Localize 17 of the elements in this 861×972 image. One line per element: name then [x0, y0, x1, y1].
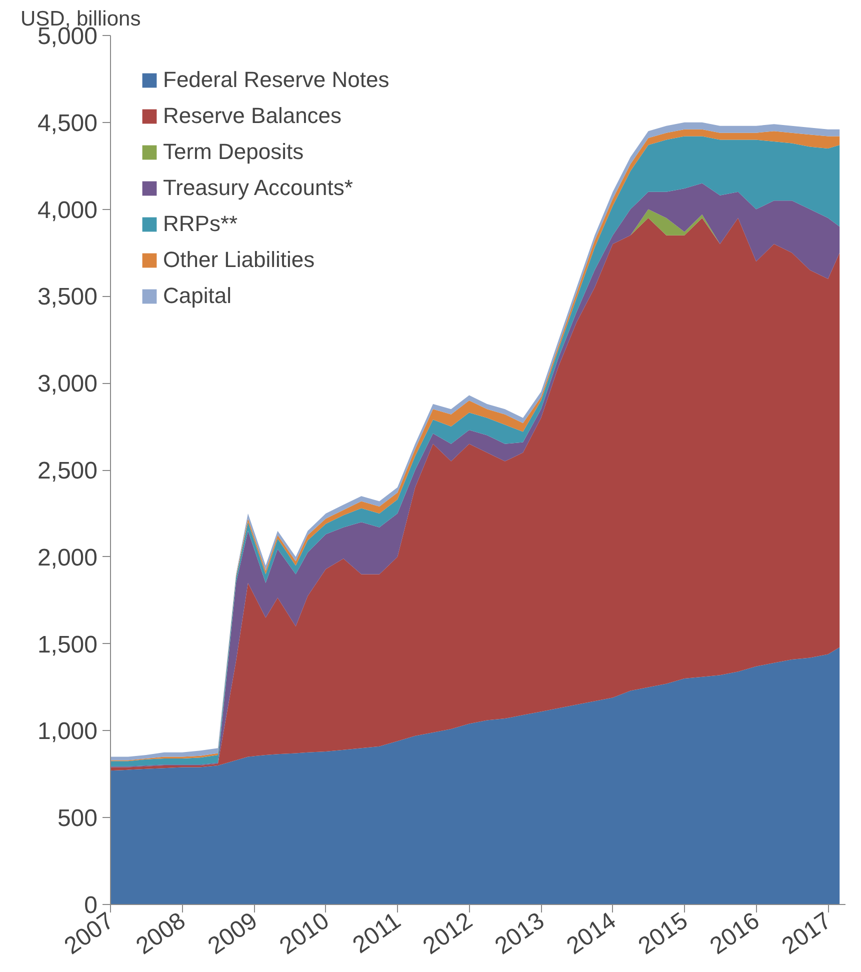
x-tick-label: 2011 [348, 907, 406, 959]
y-tick-label: 3,000 [37, 370, 98, 398]
y-tick-label: 4,500 [37, 110, 98, 137]
y-tick-label: 500 [57, 805, 98, 832]
legend-label: Reserve Balances [163, 102, 342, 130]
y-tick-label: 1,000 [37, 718, 98, 746]
y-tick-label: 2,500 [37, 458, 98, 484]
legend-label: Term Deposits [163, 138, 304, 166]
y-tick-label: 1,500 [37, 631, 98, 658]
legend-label: Federal Reserve Notes [163, 66, 390, 94]
legend-label: Treasury Accounts* [163, 174, 353, 202]
legend-label: RRPs** [163, 210, 238, 238]
y-tick-label: 4,000 [37, 196, 98, 224]
legend-label: Other Liabilities [163, 246, 315, 274]
legend-label: Capital [163, 282, 232, 310]
y-tick-label: 3,500 [37, 284, 98, 311]
y-tick-label: 2,000 [37, 544, 98, 572]
